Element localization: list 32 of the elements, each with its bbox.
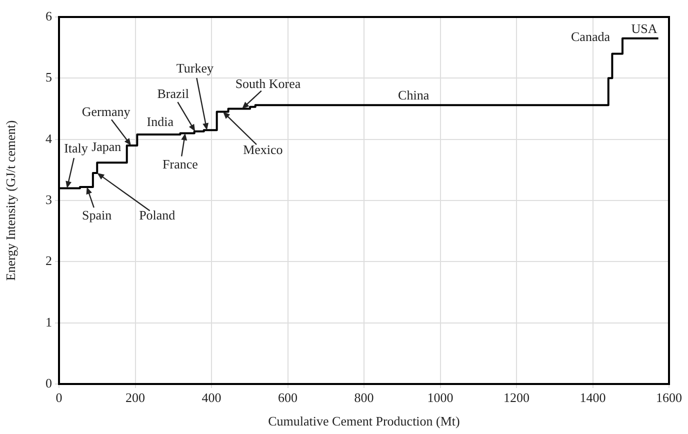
x-tick-label: 1400 <box>580 390 606 406</box>
annotation: Spain <box>82 207 112 222</box>
x-tick-label: 0 <box>56 390 62 406</box>
x-axis-title: Cumulative Cement Production (Mt) <box>268 414 460 429</box>
annotation: Canada <box>570 28 610 44</box>
y-tick-label: 2 <box>46 253 52 268</box>
annotation: Poland <box>139 207 176 222</box>
y-tick-label: 4 <box>46 130 52 146</box>
x-tick-label: 1200 <box>504 390 530 406</box>
annotation: South Korea <box>235 76 301 92</box>
x-tick-label: 600 <box>278 390 298 406</box>
annotation: Germany <box>82 104 131 119</box>
x-tick-label: 1600 <box>656 390 682 406</box>
annotation: Mexico <box>243 142 283 158</box>
annotation: France <box>162 156 198 172</box>
x-tick-label: 800 <box>354 390 374 406</box>
y-tick-label: 5 <box>46 70 52 85</box>
y-tick-label: 0 <box>46 375 52 390</box>
annotation: India <box>146 114 174 129</box>
annotation: Brazil <box>157 86 190 101</box>
annotation: China <box>398 88 430 102</box>
x-tick-label: 200 <box>126 390 145 406</box>
y-axis-title: Energy Intensity (GJ/t cement) <box>3 120 18 281</box>
y-tick-label: 6 <box>46 8 52 24</box>
y-tick-label: 3 <box>46 192 52 207</box>
annotation: Turkey <box>176 60 214 76</box>
x-tick-label: 1000 <box>427 390 454 406</box>
annotation: USA <box>631 20 658 36</box>
annotation: Japan <box>92 139 122 154</box>
x-tick-label: 400 <box>202 390 222 406</box>
annotation: Italy <box>64 140 88 156</box>
y-tick-label: 1 <box>46 314 52 330</box>
